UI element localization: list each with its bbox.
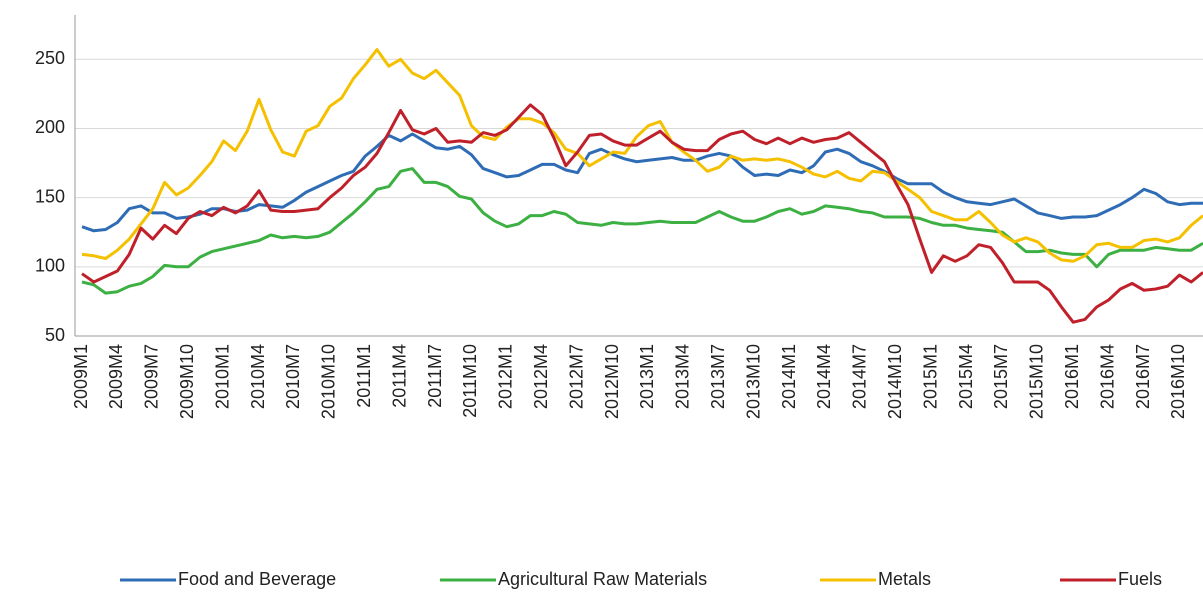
x-tick-label: 2012M7: [566, 344, 586, 409]
series-line: [81, 103, 1203, 324]
x-tick-label: 2011M10: [460, 344, 480, 418]
x-tick-label: 2012M10: [602, 344, 622, 419]
y-tick-label: 100: [35, 256, 65, 276]
x-tick-label: 2016M4: [1097, 344, 1117, 409]
legend-label: Food and Beverage: [178, 569, 336, 589]
legend-label: Metals: [878, 569, 931, 589]
x-tick-label: 2011M4: [389, 344, 409, 408]
y-tick-label: 150: [35, 186, 65, 206]
y-tick-label: 250: [35, 48, 65, 68]
x-tick-label: 2016M7: [1133, 344, 1153, 409]
x-tick-label: 2009M1: [71, 344, 91, 409]
x-tick-label: 2013M7: [708, 344, 728, 409]
x-tick-label: 2015M4: [956, 344, 976, 409]
x-tick-label: 2012M4: [531, 344, 551, 409]
x-tick-label: 2015M10: [1027, 344, 1047, 419]
y-tick-label: 50: [45, 325, 65, 345]
x-tick-label: 2009M10: [177, 344, 197, 419]
x-tick-label: 2010M10: [319, 344, 339, 419]
legend-label: Fuels: [1118, 569, 1162, 589]
legend-label: Agricultural Raw Materials: [498, 569, 707, 589]
series-line: [81, 132, 1203, 233]
x-tick-label: 2016M10: [1168, 344, 1188, 419]
x-tick-label: 2011M7: [425, 344, 445, 408]
x-tick-label: 2015M7: [991, 344, 1011, 409]
x-tick-label: 2011M1: [354, 344, 374, 408]
x-tick-label: 2015M1: [920, 344, 940, 409]
x-tick-label: 2013M4: [673, 344, 693, 409]
x-tick-label: 2013M1: [637, 344, 657, 409]
x-tick-label: 2013M10: [743, 344, 763, 419]
x-tick-label: 2010M7: [283, 344, 303, 409]
x-tick-label: 2010M1: [212, 344, 232, 409]
series-line: [81, 48, 1203, 263]
x-tick-label: 2009M7: [142, 344, 162, 409]
x-tick-label: 2012M1: [496, 344, 516, 409]
x-tick-label: 2010M4: [248, 344, 268, 409]
x-tick-label: 2014M10: [885, 344, 905, 419]
series-line: [81, 167, 1203, 295]
x-tick-label: 2014M1: [779, 344, 799, 409]
x-tick-label: 2009M4: [106, 344, 126, 409]
x-tick-label: 2014M4: [814, 344, 834, 409]
y-tick-label: 200: [35, 117, 65, 137]
x-tick-label: 2014M7: [850, 344, 870, 409]
x-tick-label: 2016M1: [1062, 344, 1082, 409]
